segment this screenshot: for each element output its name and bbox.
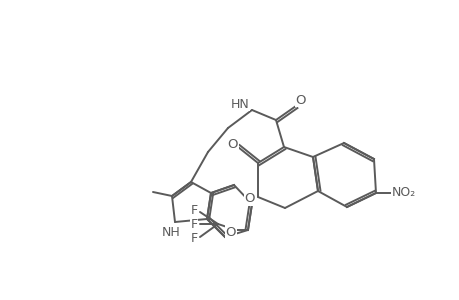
Text: NH: NH <box>161 226 180 238</box>
Text: O: O <box>244 193 255 206</box>
Text: O: O <box>295 94 306 106</box>
Text: O: O <box>227 139 238 152</box>
Text: NO₂: NO₂ <box>391 187 415 200</box>
Text: F: F <box>190 232 197 244</box>
Text: F: F <box>190 205 197 218</box>
Text: O: O <box>225 226 236 238</box>
Text: HN: HN <box>230 98 249 110</box>
Text: F: F <box>190 218 197 230</box>
